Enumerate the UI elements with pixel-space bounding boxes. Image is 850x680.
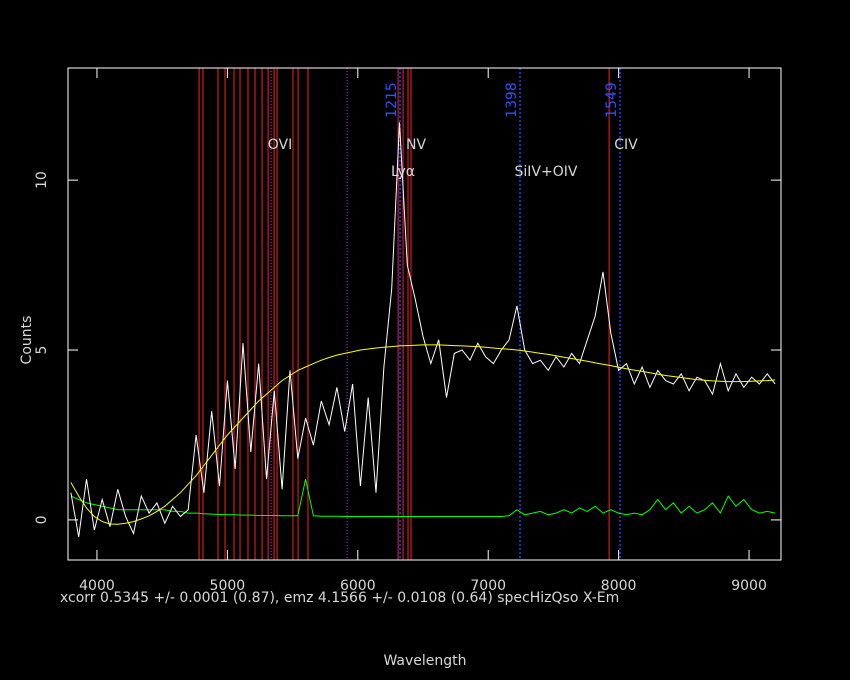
x-tick-label: 5000 [210, 578, 246, 594]
y-tick-label: 0 [34, 515, 50, 524]
annotation: 1215 [384, 82, 400, 118]
x-axis-label: Wavelength [383, 653, 466, 669]
spectrum-line [70, 122, 776, 537]
caption: xcorr 0.5345 +/- 0.0001 (0.87), emz 4.15… [60, 590, 619, 606]
annotation: Lyα [391, 164, 415, 180]
annotation: CIV [614, 137, 638, 153]
annotation: NV [406, 137, 426, 153]
annotation: 1549 [604, 82, 620, 118]
annotation: 1398 [504, 82, 520, 118]
y-axis-label: Counts [19, 316, 35, 365]
y-tick-label: 10 [34, 171, 50, 189]
plot-area [70, 68, 776, 560]
x-tick-label: 7000 [470, 578, 506, 594]
x-tick-label: 8000 [601, 578, 637, 594]
axes-frame [67, 67, 782, 561]
annotation: OVI [268, 137, 292, 153]
x-tick-label: 4000 [79, 578, 115, 594]
spectrum-line [70, 344, 776, 525]
x-tick-label: 9000 [731, 578, 767, 594]
x-tick-label: 6000 [340, 578, 376, 594]
annotation: SiIV+OIV [515, 164, 578, 180]
y-tick-label: 5 [34, 346, 50, 355]
spectrum-line [70, 478, 776, 517]
